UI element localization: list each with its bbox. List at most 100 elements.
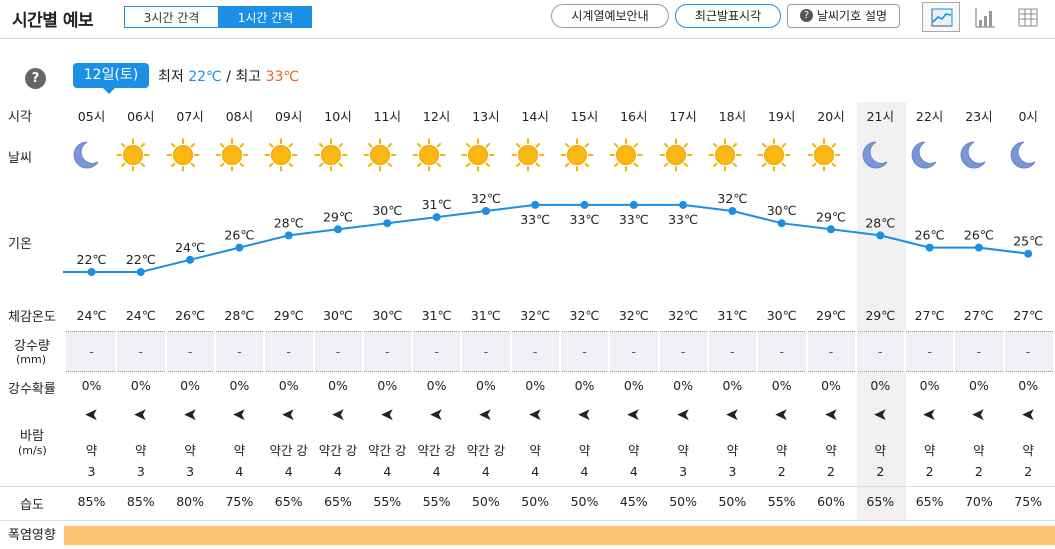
feels-like-value: 27℃ (1013, 308, 1044, 323)
temperature-label: 33℃ (570, 212, 600, 227)
table-view-button[interactable] (1009, 2, 1047, 32)
humidity-value: 75% (1014, 494, 1043, 509)
hour-time: 08시 (225, 109, 254, 124)
precip-prob-value: 0% (377, 378, 398, 393)
hour-time: 10시 (324, 109, 352, 124)
sun-icon (757, 138, 806, 174)
weather-symbol-button[interactable]: ? 날씨기호 설명 (787, 4, 900, 28)
hour-time: 23시 (965, 109, 993, 124)
row-label-heat: 폭염영향 (8, 528, 56, 543)
humidity-value: 50% (521, 494, 550, 509)
hour-time: 0시 (1018, 109, 1038, 124)
rain-cell-gap (608, 331, 611, 372)
precipitation-value: - (779, 344, 784, 359)
wind-strength-value: 약 (135, 443, 147, 458)
precip-prob-value: 0% (722, 378, 743, 393)
temperature-label: 22℃ (126, 252, 156, 267)
bar-graph-view-button[interactable] (967, 2, 1005, 32)
hour-time: 20시 (817, 109, 845, 124)
min-temp-value: 22℃ (188, 69, 222, 85)
precip-prob-value: 0% (278, 378, 299, 393)
precipitation-value: - (730, 344, 735, 359)
hour-time: 07시 (176, 109, 204, 124)
humidity-value: 65% (274, 494, 303, 509)
hour-time: 05시 (77, 109, 106, 124)
temperature-label: 33℃ (668, 212, 698, 227)
hour-time: 18시 (718, 109, 747, 124)
temperature-point (1024, 249, 1033, 258)
precipitation-value: - (927, 344, 932, 359)
temperature-label: 29℃ (816, 209, 846, 224)
wind-speed-value: 4 (481, 464, 490, 479)
interval-1h-tab[interactable]: 1시간 간격 (219, 6, 312, 28)
row-divider (0, 520, 1055, 521)
precipitation-value: - (138, 344, 144, 359)
wind-speed-value: 3 (136, 464, 145, 479)
wind-speed-value: 4 (531, 464, 540, 479)
humidity-value: 50% (471, 494, 500, 509)
humidity-value: 60% (817, 494, 845, 509)
precip-prob-value: 0% (328, 378, 348, 393)
help-icon[interactable]: ? (25, 68, 46, 89)
wind-direction-icon: ➤ (577, 405, 592, 425)
hour-time: 15시 (570, 109, 599, 124)
temperature-label: 26℃ (224, 228, 254, 243)
hour-time: 06시 (127, 109, 155, 124)
wind-speed-value: 4 (334, 464, 342, 479)
wind-direction-icon: ➤ (330, 405, 346, 425)
temperature-point (481, 207, 490, 215)
hour-time: 12시 (422, 109, 451, 124)
rain-cell-gap (1002, 331, 1005, 372)
heat-impact-bar (64, 526, 1055, 545)
rain-cell-gap (706, 331, 709, 372)
precipitation-value: - (483, 344, 489, 359)
feels-like-value: 29℃ (273, 308, 304, 323)
wind-strength-value: 약 (874, 443, 887, 458)
wind-speed-value: 2 (974, 464, 983, 479)
interval-3h-tab[interactable]: 3시간 간격 (124, 6, 219, 28)
rain-cell-gap (263, 331, 266, 372)
sun-icon (511, 138, 560, 174)
precipitation-value: - (532, 344, 538, 359)
row-label-wind: 바람 (20, 429, 44, 444)
precip-prob-value: 0% (968, 378, 989, 393)
precipitation-value: - (976, 344, 982, 359)
hour-time: 17시 (669, 109, 697, 124)
feels-like-value: 30℃ (766, 308, 797, 323)
header-divider (0, 38, 1055, 39)
temperature-point (531, 200, 540, 209)
wind-speed-value: 2 (876, 464, 885, 479)
precipitation-value: - (631, 344, 637, 359)
rain-cell-gap (509, 331, 512, 372)
humidity-value: 50% (570, 494, 599, 509)
temperature-point (974, 243, 983, 252)
humidity-value: 55% (373, 494, 402, 509)
sun-icon (609, 138, 658, 174)
humidity-value: 65% (324, 494, 352, 509)
feels-like-value: 24℃ (125, 308, 156, 323)
wind-direction-icon: ➤ (922, 405, 937, 425)
temperature-point (432, 213, 441, 222)
precipitation-value: - (286, 344, 291, 359)
precip-prob-value: 0% (821, 378, 841, 393)
recent-release-button[interactable]: 최근발표시각 (675, 4, 781, 28)
timeseries-guide-button[interactable]: 시계열예보안내 (551, 4, 669, 28)
row-label-time: 시각 (8, 110, 32, 125)
humidity-value: 80% (176, 494, 204, 509)
bar-chart-icon (975, 8, 995, 28)
feels-like-value: 30℃ (323, 308, 353, 323)
feels-like-value: 27℃ (963, 308, 994, 323)
precip-prob-value: 0% (574, 378, 595, 393)
line-graph-view-button[interactable] (922, 2, 960, 32)
sun-icon (264, 138, 313, 174)
wind-strength-value: 약 (825, 443, 837, 458)
sun-icon (314, 138, 363, 174)
wind-speed-value: 4 (235, 464, 244, 479)
sun-icon (166, 138, 215, 174)
temperature-point (235, 243, 244, 252)
wind-direction-icon: ➤ (823, 405, 839, 425)
moon-icon (905, 138, 954, 174)
precip-prob-value: 0% (81, 378, 102, 393)
date-badge: 12일(토) (73, 63, 149, 94)
wind-strength-value: 약간 강 (269, 443, 308, 458)
